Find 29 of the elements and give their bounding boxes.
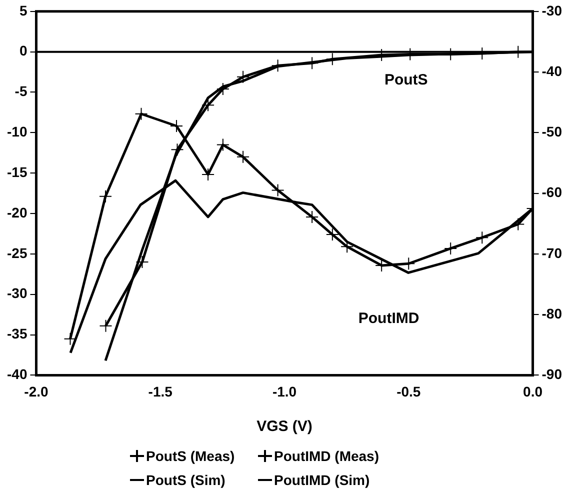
- legend-label: PoutS (Sim): [146, 472, 226, 488]
- annotation: PoutIMD: [358, 310, 420, 327]
- y2-tick-label: -90: [542, 366, 562, 382]
- y2-tick-label: -60: [542, 184, 562, 200]
- y-tick-label: -15: [7, 164, 28, 180]
- x-tick-label: -1.5: [148, 383, 173, 400]
- y2-tick-label: -30: [542, 2, 562, 18]
- x-axis-title: VGS (V): [256, 418, 312, 436]
- annotation: PoutS: [384, 72, 428, 89]
- y2-tick-label: -50: [542, 124, 562, 140]
- y-tick-label: -5: [14, 83, 28, 100]
- y2-tick-label: -70: [542, 244, 562, 261]
- y-tick-label: -25: [7, 244, 28, 261]
- y-tick-label: -10: [7, 124, 28, 140]
- legend-label: PoutS (Meas): [146, 448, 235, 464]
- x-tick-label: -2.0: [24, 383, 49, 400]
- y-tick-label: -35: [7, 326, 28, 342]
- legend-label: PoutIMD (Sim): [274, 472, 370, 488]
- y-tick-label: 0: [19, 42, 28, 59]
- x-tick-label: -0.5: [396, 383, 421, 400]
- y2-tick-label: -40: [542, 62, 562, 79]
- legend-label: PoutIMD (Meas): [274, 448, 379, 464]
- y2-tick-label: -80: [542, 305, 562, 322]
- y-tick-label: -20: [7, 204, 28, 220]
- y-tick-label: -40: [7, 366, 28, 382]
- x-tick-label: 0.0: [523, 383, 543, 400]
- y-tick-label: 5: [19, 2, 28, 18]
- y-tick-label: -30: [7, 285, 28, 302]
- x-tick-label: -1.0: [272, 383, 297, 400]
